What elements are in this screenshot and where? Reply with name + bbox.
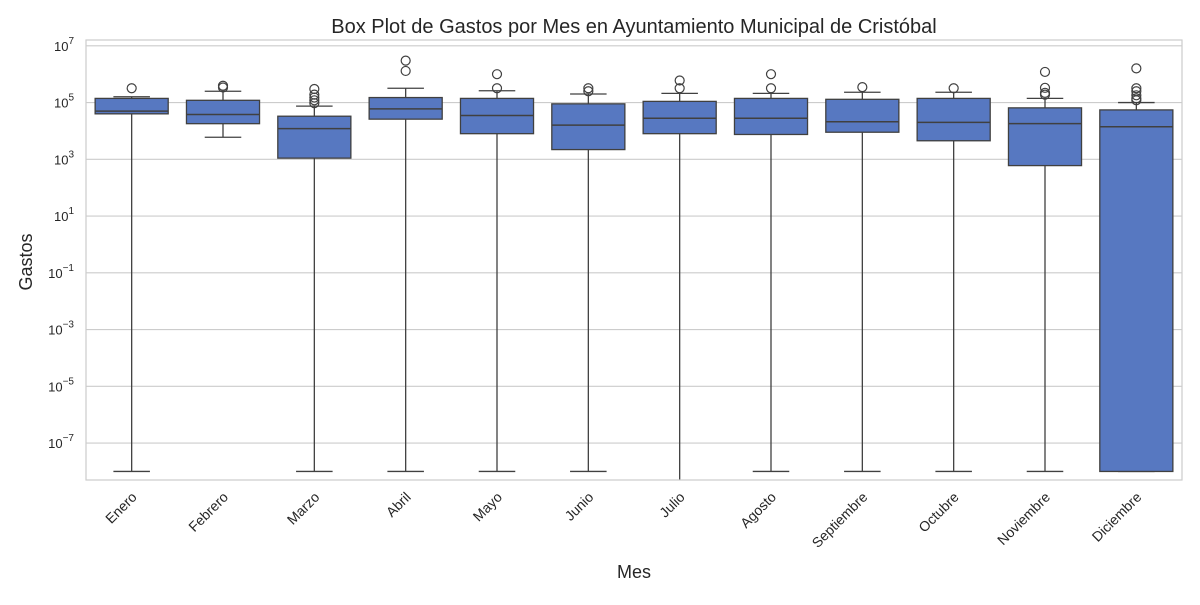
x-tick-label: Septiembre [809, 489, 871, 551]
x-tick-label: Agosto [737, 489, 779, 531]
box-octubre [916, 83, 991, 473]
y-tick-label: 107 [54, 36, 74, 54]
y-tick-label: 103 [54, 149, 74, 167]
box-enero [94, 83, 169, 473]
outlier-point [857, 82, 868, 93]
outlier-point [765, 83, 777, 94]
x-tick-label: Enero [102, 489, 140, 527]
x-tick-label: Octubre [915, 489, 962, 536]
x-tick-label: Mayo [470, 489, 506, 525]
iqr-box [825, 98, 900, 133]
x-tick-label: Diciembre [1089, 489, 1145, 545]
box-diciembre [1099, 63, 1174, 473]
outlier-point [765, 69, 777, 80]
x-tick-label: Julio [656, 489, 688, 521]
box-septiembre [825, 82, 900, 473]
box-febrero [185, 80, 261, 138]
outlier-point [674, 83, 685, 94]
outlier-point [583, 83, 594, 94]
x-tick-labels: Enero Febrero Marzo Abril Mayo Junio Julio Agos… [102, 489, 1145, 551]
outlier-point [948, 83, 959, 94]
outlier-point [400, 65, 411, 77]
x-tick-label: Febrero [185, 489, 231, 535]
y-axis-label: Gastos [16, 233, 36, 290]
x-tick-label: Junio [561, 489, 596, 524]
outlier-point [1039, 87, 1051, 98]
outlier-point [309, 89, 320, 100]
y-tick-label: 10−7 [48, 433, 74, 451]
box-marzo [277, 83, 352, 473]
y-tick-labels: 10−7 10−5 10−3 10−1 101 103 105 107 [48, 36, 74, 451]
outlier-point [126, 83, 137, 94]
outlier-point [1131, 93, 1142, 104]
iqr-box [1007, 107, 1083, 167]
y-tick-label: 10−1 [48, 263, 74, 281]
boxes-layer [94, 55, 1174, 480]
y-tick-label: 10−5 [48, 376, 74, 394]
box-agosto [733, 69, 809, 473]
gridlines [86, 45, 1182, 444]
box-abril [368, 55, 443, 473]
iqr-box [94, 97, 169, 115]
outlier-point [1039, 82, 1051, 93]
outlier-point [1131, 86, 1142, 97]
x-tick-label: Marzo [284, 489, 323, 528]
x-tick-label: Abril [383, 489, 414, 520]
outlier-point [1039, 66, 1051, 78]
iqr-box [277, 115, 352, 159]
outlier-point [309, 83, 320, 95]
iqr-box [916, 97, 991, 142]
box-junio [551, 83, 626, 473]
outlier-point [491, 69, 503, 80]
y-tick-label: 105 [54, 93, 74, 111]
box-mayo [459, 69, 535, 473]
outlier-point [217, 80, 229, 91]
y-tick-label: 10−3 [48, 320, 74, 338]
plot-frame [85, 39, 1183, 481]
outlier-point [674, 75, 685, 86]
outlier-point [1131, 63, 1142, 74]
outlier-point [309, 95, 320, 106]
outlier-point [1131, 83, 1142, 94]
box-julio [642, 75, 717, 480]
outlier-point [400, 55, 411, 66]
outlier-point [1131, 90, 1142, 101]
iqr-box [185, 99, 261, 125]
box-noviembre [1007, 66, 1083, 473]
iqr-box [1099, 109, 1174, 473]
x-axis-label: Mes [617, 562, 651, 582]
x-tick-label: Noviembre [994, 489, 1053, 548]
chart-title: Box Plot de Gastos por Mes en Ayuntamien… [331, 16, 937, 38]
outlier-point [491, 83, 503, 94]
iqr-box [733, 97, 809, 136]
y-tick-label: 101 [54, 206, 74, 224]
outlier-point [583, 86, 594, 97]
iqr-box [551, 103, 626, 151]
